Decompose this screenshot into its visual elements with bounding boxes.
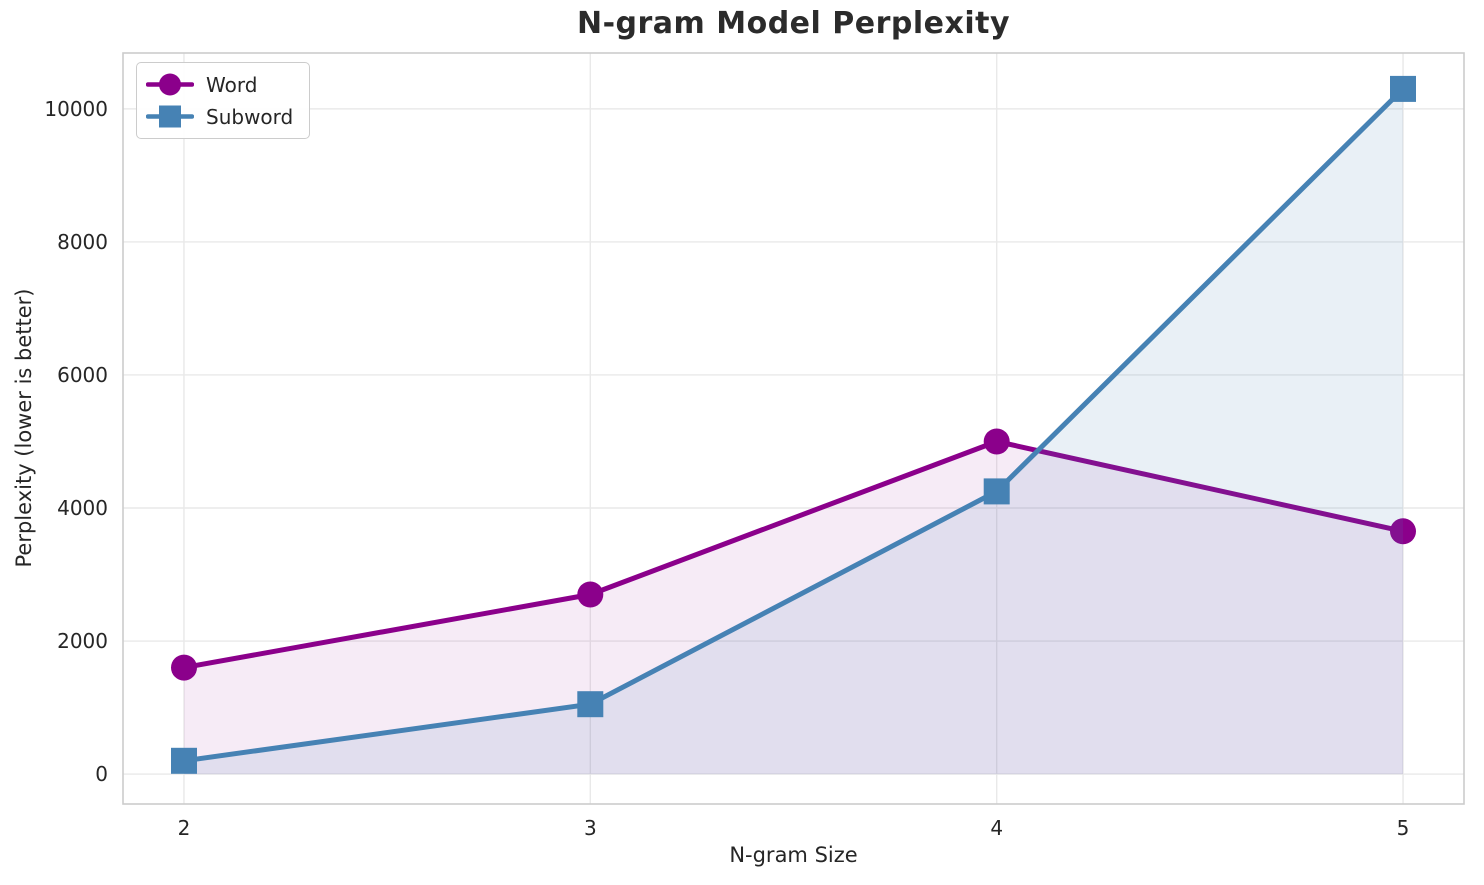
subword-area (184, 88, 1403, 775)
x-tick-label: 5 (1397, 816, 1410, 840)
subword-marker (1390, 75, 1416, 102)
x-tick-label: 3 (584, 816, 597, 840)
x-tick-label: 2 (178, 816, 191, 840)
y-axis-label: Perplexity (lower is better) (12, 288, 36, 568)
plot-background (123, 53, 1464, 804)
word-area (184, 441, 1403, 775)
word-marker (1390, 518, 1416, 545)
word-marker (577, 581, 604, 608)
word-line (181, 439, 1406, 671)
legend-label-subword: Subword (206, 104, 294, 129)
y-tick-label: 4000 (57, 496, 108, 520)
subword-line-square-icon (146, 105, 194, 128)
y-tick-label: 6000 (57, 363, 108, 387)
x-tick-label: 4 (990, 816, 1003, 840)
word-line-circle-icon (146, 73, 194, 96)
word-marker (983, 428, 1010, 455)
plot-border (122, 52, 1465, 805)
y-tick-label: 10000 (44, 97, 108, 121)
x-axis-label: N-gram Size (729, 843, 858, 867)
subword-marker (577, 691, 604, 718)
subword-marker (983, 478, 1010, 505)
chart-title: N-gram Model Perplexity (576, 6, 1011, 41)
subword-marker (171, 747, 197, 774)
word-marker (171, 654, 197, 681)
subword-line (181, 86, 1406, 764)
y-tick-label: 2000 (57, 629, 108, 653)
legend-item-word: Word (146, 70, 293, 99)
y-tick-label: 0 (95, 762, 108, 786)
legend-label-word: Word (206, 72, 258, 97)
legend-item-subword: Subword (146, 102, 293, 131)
y-tick-label: 8000 (57, 230, 108, 254)
legend: Word Subword (136, 62, 311, 139)
